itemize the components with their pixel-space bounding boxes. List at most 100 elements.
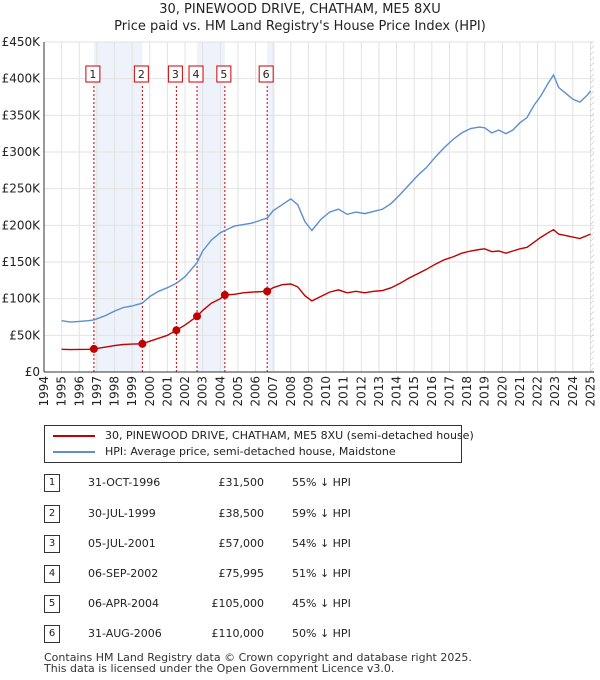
y-tick-label: £300K bbox=[2, 145, 42, 159]
row-number-badge: 1 bbox=[44, 474, 60, 492]
legend-label-price: 30, PINEWOOD DRIVE, CHATHAM, ME5 8XU (se… bbox=[105, 429, 474, 442]
row-date: 06-APR-2004 bbox=[88, 597, 160, 610]
x-tick-label: 2022 bbox=[531, 376, 545, 407]
table-row: 6 31-AUG-2006 £110,000 50% ↓ HPI bbox=[44, 625, 444, 643]
sale-number-label: 6 bbox=[263, 68, 270, 81]
x-tick-label: 1997 bbox=[90, 376, 104, 407]
sale-number-box bbox=[188, 65, 204, 83]
chart-subtitle: Price paid vs. HM Land Registry's House … bbox=[114, 19, 486, 34]
y-tick-label: £400K bbox=[2, 72, 42, 86]
hpi-line bbox=[61, 73, 592, 323]
table-row: 5 06-APR-2004 £105,000 45% ↓ HPI bbox=[44, 595, 444, 613]
row-hpi: 51% ↓ HPI bbox=[292, 567, 351, 580]
footer-copyright: Contains HM Land Registry data © Crown c… bbox=[44, 651, 472, 664]
sale-number-label: 2 bbox=[138, 68, 145, 81]
row-date: 31-OCT-1996 bbox=[88, 476, 161, 489]
table-row: 2 30-JUL-1999 £38,500 59% ↓ HPI bbox=[44, 505, 444, 523]
x-tick-label: 2005 bbox=[231, 376, 245, 407]
sale-number-label: 3 bbox=[172, 68, 179, 81]
table-row: 4 06-SEP-2002 £75,995 51% ↓ HPI bbox=[44, 565, 444, 583]
row-number-badge: 2 bbox=[44, 505, 60, 523]
y-tick-label: £450K bbox=[2, 35, 42, 49]
y-tick-label: £50K bbox=[9, 328, 41, 342]
sale-number-label: 4 bbox=[193, 68, 200, 81]
row-price: £31,500 bbox=[218, 476, 265, 489]
highlight-band bbox=[267, 42, 275, 372]
footer: Contains HM Land Registry data © Crown c… bbox=[44, 652, 472, 674]
x-tick-label: 2021 bbox=[513, 376, 527, 407]
row-date: 31-AUG-2006 bbox=[88, 627, 162, 640]
row-date: 06-SEP-2002 bbox=[88, 567, 159, 580]
row-date: 30-JUL-1999 bbox=[88, 507, 156, 520]
sale-point bbox=[263, 287, 272, 296]
x-tick-label: 1994 bbox=[37, 376, 51, 407]
highlight-band bbox=[93, 42, 143, 372]
x-tick-label: 2000 bbox=[143, 376, 157, 407]
sale-point bbox=[89, 344, 98, 353]
y-tick-label: £350K bbox=[2, 108, 42, 122]
sale-point bbox=[172, 326, 181, 335]
x-tick-label: 1996 bbox=[72, 376, 86, 407]
x-tick-label: 2003 bbox=[196, 376, 210, 407]
sale-number-label: 5 bbox=[220, 68, 227, 81]
sale-number-box bbox=[85, 65, 101, 83]
x-tick-label: 2018 bbox=[460, 376, 474, 407]
x-tick-label: 2011 bbox=[337, 376, 351, 407]
x-tick-label: 2017 bbox=[442, 376, 456, 407]
legend-swatch-hpi bbox=[53, 451, 95, 453]
x-tick-label: 2015 bbox=[407, 376, 421, 407]
price-chart: £0 £50K £100K £150K £200K £250K £300K £350K £400… bbox=[2, 35, 598, 407]
legend-label-hpi: HPI: Average price, semi-detached house,… bbox=[105, 445, 396, 458]
y-tick-label: £250K bbox=[2, 182, 42, 196]
x-tick-label: 2007 bbox=[266, 376, 280, 407]
x-tick-label: 2014 bbox=[390, 376, 404, 407]
x-tick-label: 2016 bbox=[425, 376, 439, 407]
sale-number-box bbox=[216, 65, 232, 83]
sale-number-box bbox=[133, 65, 149, 83]
x-tick-label: 2010 bbox=[319, 376, 333, 407]
table-row: 3 05-JUL-2001 £57,000 54% ↓ HPI bbox=[44, 535, 444, 553]
row-price: £105,000 bbox=[211, 597, 265, 610]
legend: 30, PINEWOOD DRIVE, CHATHAM, ME5 8XU (se… bbox=[44, 425, 474, 463]
x-tick-label: 2002 bbox=[178, 376, 192, 407]
x-tick-label: 2019 bbox=[478, 376, 492, 407]
chart-title: 30, PINEWOOD DRIVE, CHATHAM, ME5 8XU bbox=[159, 2, 441, 17]
y-tick-label: £100K bbox=[2, 292, 42, 306]
y-tick-label: £0 bbox=[25, 365, 40, 379]
row-hpi: 59% ↓ HPI bbox=[292, 507, 351, 520]
y-tick-label: £200K bbox=[2, 218, 42, 232]
x-tick-label: 2020 bbox=[495, 376, 509, 407]
x-tick-label: 1999 bbox=[125, 376, 139, 407]
row-price: £75,995 bbox=[218, 567, 265, 580]
row-price: £57,000 bbox=[218, 537, 265, 550]
row-number-badge: 4 bbox=[44, 565, 60, 583]
x-tick-label: 2023 bbox=[548, 376, 562, 407]
footer-licence: This data is licensed under the Open Gov… bbox=[44, 662, 395, 675]
legend-swatch-price bbox=[53, 435, 95, 437]
future-hatch bbox=[590, 42, 594, 372]
x-tick-label: 2012 bbox=[354, 376, 368, 407]
row-price: £38,500 bbox=[218, 507, 265, 520]
sale-point bbox=[138, 339, 147, 348]
price-line bbox=[61, 228, 591, 351]
row-number-badge: 3 bbox=[44, 535, 60, 553]
row-number-badge: 6 bbox=[44, 625, 60, 643]
x-tick-label: 1995 bbox=[55, 376, 69, 407]
x-tick-label: 2009 bbox=[301, 376, 315, 407]
sale-point bbox=[193, 312, 202, 321]
sale-number-box bbox=[258, 65, 274, 83]
row-price: £110,000 bbox=[211, 627, 265, 640]
row-hpi: 45% ↓ HPI bbox=[292, 597, 351, 610]
row-hpi: 54% ↓ HPI bbox=[292, 537, 351, 550]
table-row: 1 31-OCT-1996 £31,500 55% ↓ HPI bbox=[44, 474, 444, 492]
sale-number-label: 1 bbox=[89, 68, 96, 81]
y-tick-label: £150K bbox=[2, 255, 42, 269]
sale-point bbox=[220, 291, 229, 299]
sale-number-box bbox=[167, 65, 183, 83]
x-tick-label: 2025 bbox=[583, 376, 597, 407]
row-date: 05-JUL-2001 bbox=[88, 537, 156, 550]
x-tick-label: 2024 bbox=[566, 376, 580, 407]
x-tick-label: 2001 bbox=[160, 376, 174, 407]
x-tick-label: 2013 bbox=[372, 376, 386, 407]
row-hpi: 50% ↓ HPI bbox=[292, 627, 351, 640]
